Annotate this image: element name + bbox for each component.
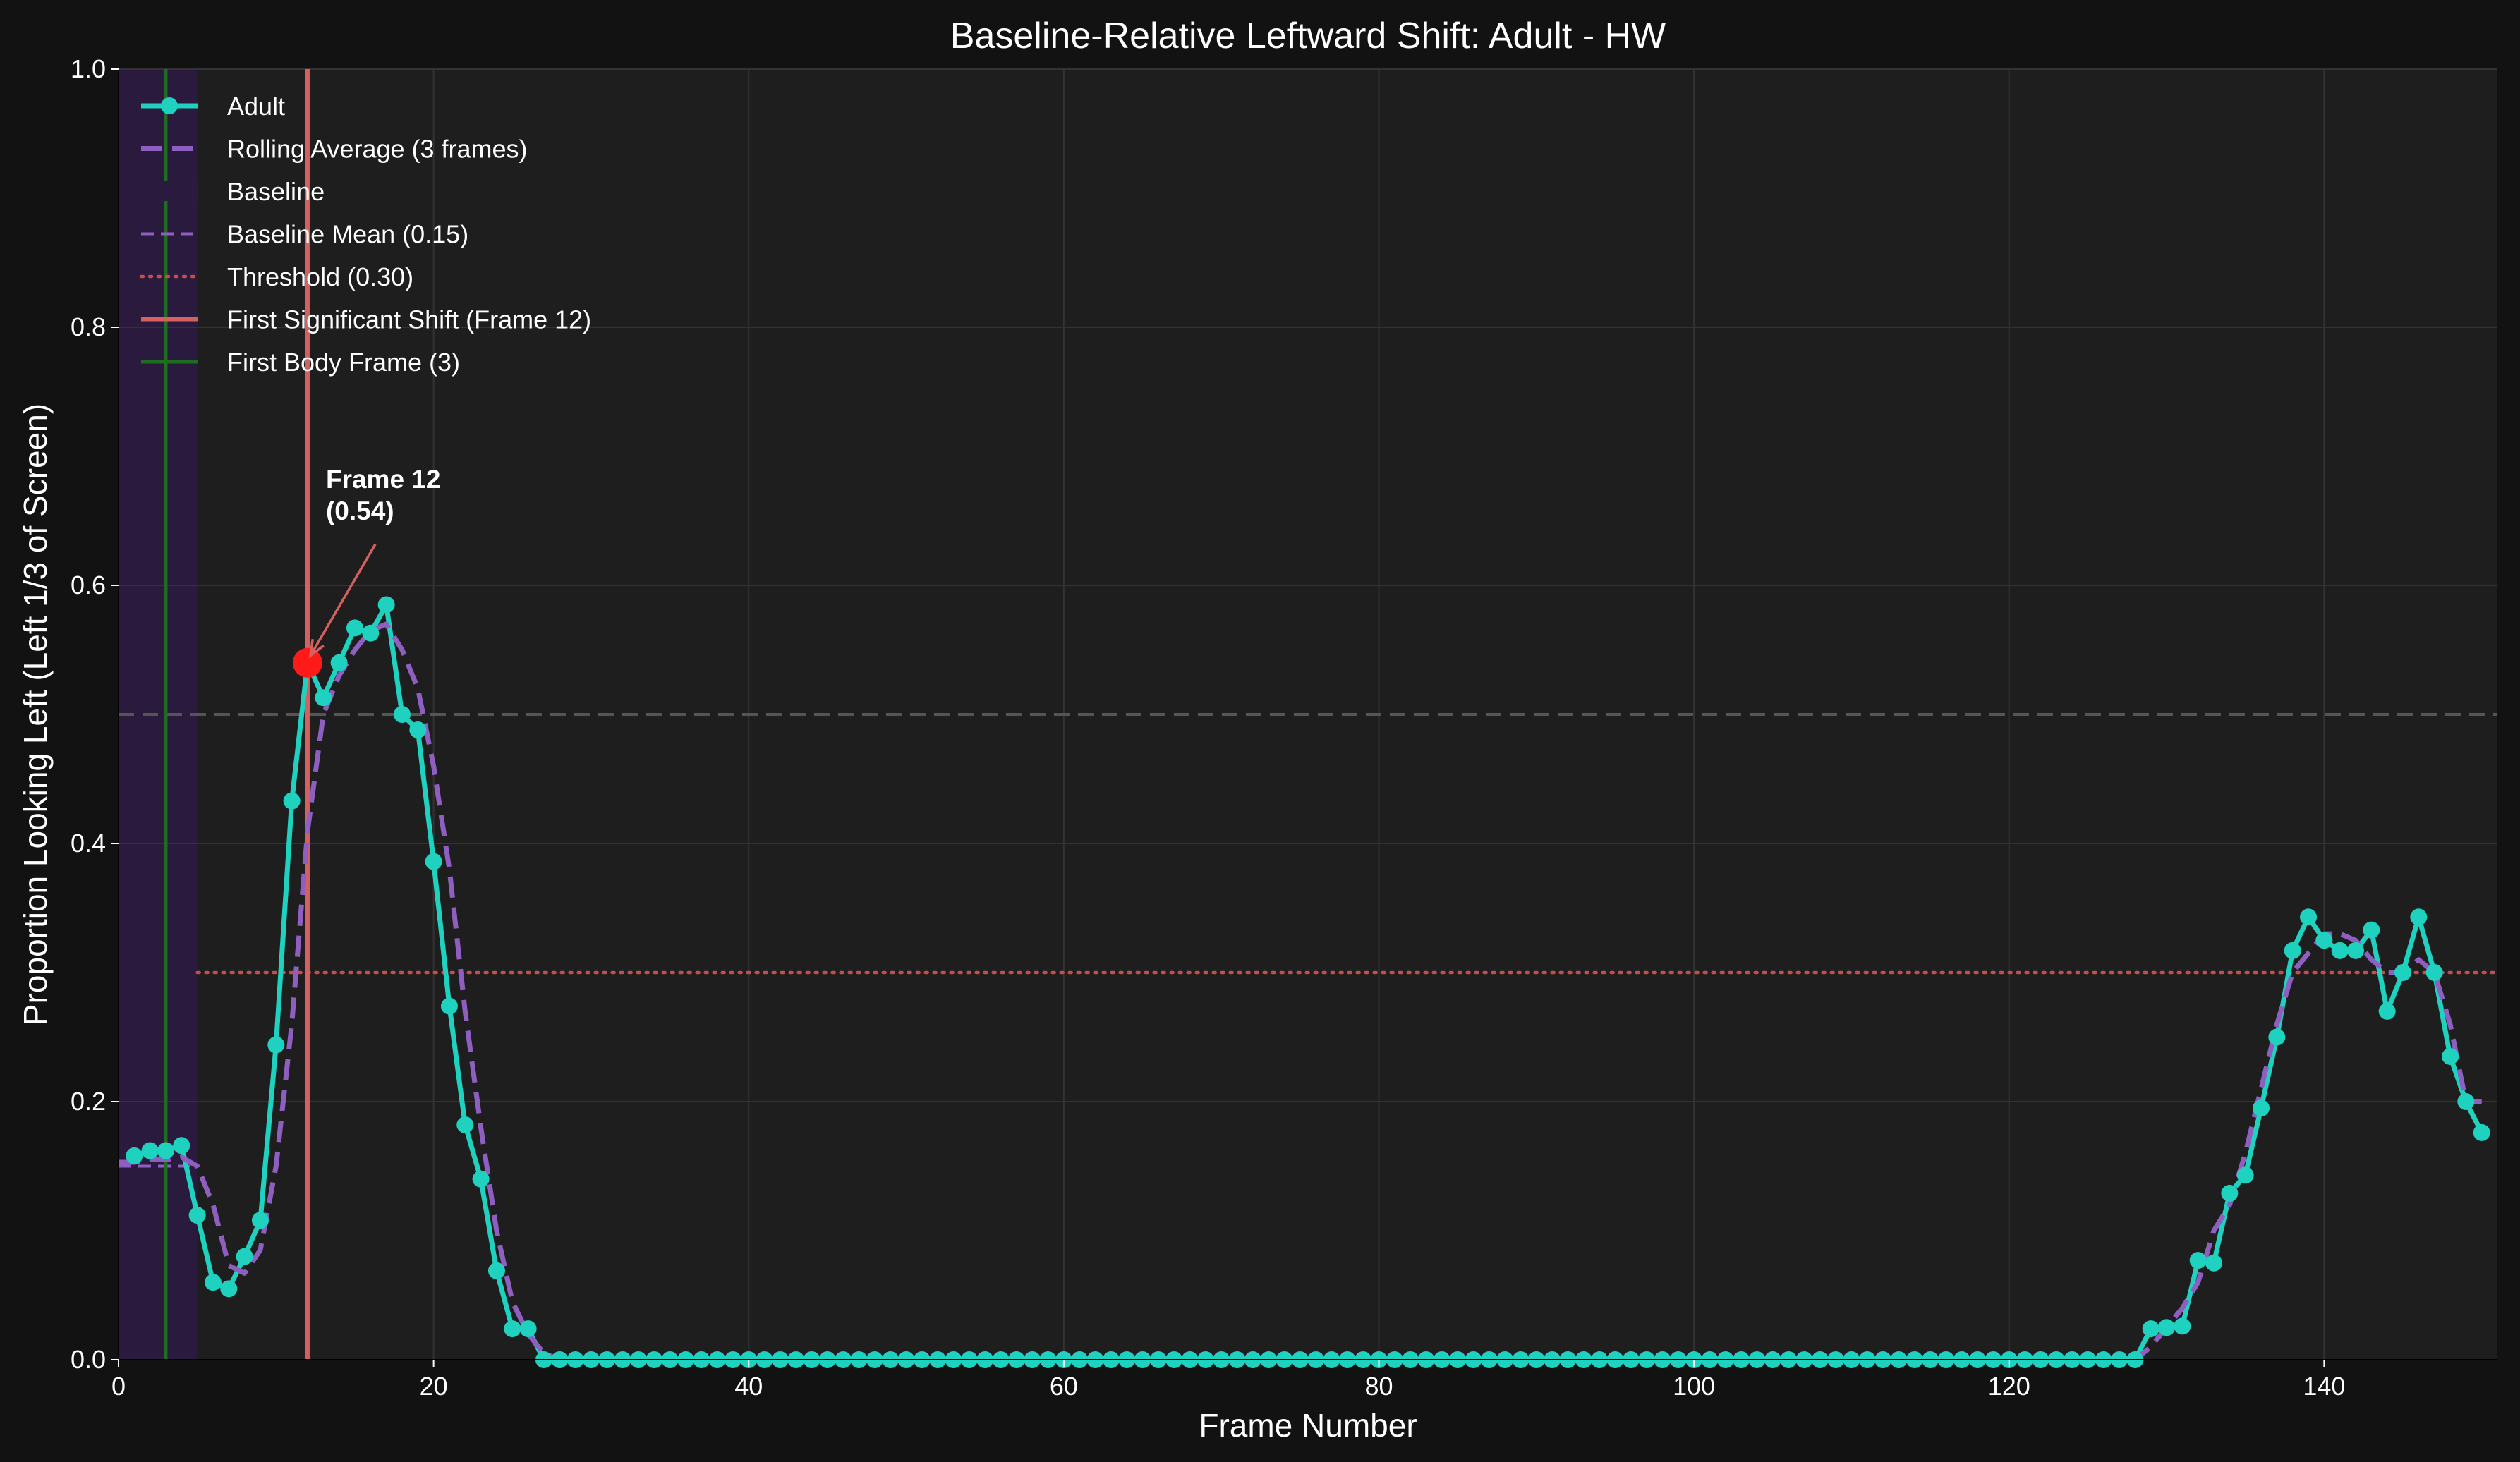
x-tick-label: 120 <box>1988 1372 2030 1401</box>
x-tick-label: 60 <box>1050 1372 1078 1401</box>
adult-data-point <box>188 1207 206 1224</box>
adult-data-point <box>2158 1319 2176 1336</box>
adult-data-point <box>362 624 380 642</box>
adult-data-point <box>377 596 395 614</box>
adult-data-point <box>2442 1047 2459 1065</box>
adult-data-point <box>330 654 348 671</box>
adult-data-point <box>2315 932 2333 949</box>
x-tick-label: 20 <box>420 1372 448 1401</box>
legend-label: First Body Frame (3) <box>227 348 460 377</box>
legend-label: Baseline Mean (0.15) <box>227 220 468 249</box>
adult-data-point <box>2221 1184 2239 1202</box>
adult-data-point <box>2189 1252 2207 1269</box>
adult-data-point <box>2363 921 2380 939</box>
legend: Adult Rolling Average (3 frames) Baseline B… <box>139 92 591 377</box>
adult-data-point <box>157 1142 174 1159</box>
legend-swatch-marker <box>161 97 178 114</box>
x-tick-label: 140 <box>2303 1372 2345 1401</box>
annotation-arrow-shaft <box>309 543 377 657</box>
adult-data-point <box>346 619 363 637</box>
legend-label: Baseline <box>227 177 325 206</box>
x-tick-label: 80 <box>1364 1372 1393 1401</box>
legend-swatch <box>141 181 198 201</box>
chart-title: Baseline-Relative Leftward Shift: Adult … <box>950 16 1666 56</box>
adult-data-point <box>2347 942 2365 959</box>
adult-data-point <box>251 1212 269 1229</box>
adult-data-point <box>2253 1099 2270 1117</box>
y-tick-label: 1.0 <box>71 54 106 83</box>
adult-data-point <box>2331 942 2349 959</box>
y-tick-label: 0.0 <box>71 1345 106 1374</box>
axes-layer: 0 20 40 60 80 100 120 140 0.0 0.2 0.4 0.6 0.8 1.0 <box>71 54 2497 1401</box>
annotation-layer: Frame 12 (0.54) <box>308 465 441 659</box>
x-tick-label: 40 <box>734 1372 763 1401</box>
adult-data-point <box>2410 908 2428 926</box>
adult-data-point <box>519 1320 537 1338</box>
legend-label: Rolling Average (3 frames) <box>227 135 528 164</box>
x-axis-label: Frame Number <box>1199 1407 1417 1444</box>
adult-data-point <box>204 1274 222 1291</box>
adult-data-point <box>126 1147 143 1164</box>
adult-data-point <box>425 853 442 870</box>
adult-data-point <box>267 1036 285 1054</box>
adult-data-point <box>456 1116 474 1133</box>
y-axis-label: Proportion Looking Left (Left 1/3 of Scr… <box>17 403 54 1025</box>
adult-data-point <box>173 1137 190 1155</box>
adult-data-point <box>2425 964 2443 981</box>
adult-data-point <box>472 1170 490 1188</box>
adult-data-point <box>283 792 301 810</box>
adult-data-point <box>315 689 332 707</box>
first-shift-marker <box>292 647 322 678</box>
adult-data-point <box>440 997 458 1015</box>
annotation-value-label: (0.54) <box>326 497 394 525</box>
x-tick-label: 0 <box>111 1372 126 1401</box>
adult-data-point <box>409 721 427 738</box>
adult-data-point <box>2378 1002 2396 1020</box>
adult-data-point <box>2394 964 2412 981</box>
annotation-frame-label: Frame 12 <box>326 465 441 494</box>
y-tick-label: 0.6 <box>71 571 106 599</box>
adult-data-point <box>2205 1254 2223 1272</box>
adult-data-point <box>2457 1093 2475 1110</box>
adult-data-point <box>2174 1317 2191 1335</box>
adult-data-point <box>2268 1028 2286 1046</box>
legend-label: Adult <box>227 92 285 121</box>
y-tick-label: 0.2 <box>71 1087 106 1116</box>
adult-data-point <box>2142 1320 2159 1338</box>
legend-label: First Significant Shift (Frame 12) <box>227 305 591 334</box>
adult-data-point <box>487 1262 505 1279</box>
adult-data-point <box>2236 1166 2254 1184</box>
x-tick-label: 100 <box>1673 1372 1715 1401</box>
adult-data-point <box>2300 908 2318 926</box>
adult-data-point <box>504 1320 521 1338</box>
adult-data-point <box>2284 942 2301 959</box>
y-tick-label: 0.8 <box>71 312 106 341</box>
adult-data-point <box>393 706 411 723</box>
adult-data-point <box>2473 1123 2490 1141</box>
adult-data-point <box>220 1280 238 1298</box>
legend-label: Threshold (0.30) <box>227 262 413 291</box>
adult-data-point <box>141 1142 159 1159</box>
annotation-arrow-head <box>308 639 325 659</box>
y-tick-label: 0.4 <box>71 829 106 858</box>
adult-data-point <box>236 1248 253 1265</box>
